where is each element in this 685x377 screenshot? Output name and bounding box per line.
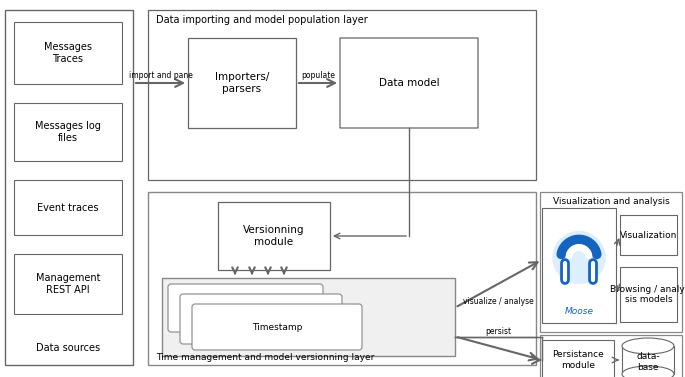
Bar: [188, 38, 296, 128]
Text: Timestamp: Timestamp: [252, 322, 302, 331]
Bar: [542, 340, 614, 377]
Text: Importers/
parsers: Importers/ parsers: [215, 72, 269, 94]
Bar: [14, 254, 122, 314]
Ellipse shape: [622, 366, 674, 377]
Text: Browsing / analy-
sis models: Browsing / analy- sis models: [610, 285, 685, 304]
FancyBboxPatch shape: [168, 284, 323, 332]
Circle shape: [553, 231, 605, 284]
Text: Versionning
module: Versionning module: [243, 225, 305, 247]
Text: Timestamp: Timestamp: [236, 314, 286, 323]
Bar: [148, 192, 536, 365]
Text: Visualization: Visualization: [620, 230, 677, 239]
FancyBboxPatch shape: [340, 38, 478, 128]
Text: Event traces: Event traces: [37, 203, 99, 213]
Text: Messages log
files: Messages log files: [35, 121, 101, 143]
Text: Data model: Data model: [379, 78, 439, 88]
Text: data-
base: data- base: [636, 352, 660, 372]
Ellipse shape: [622, 338, 674, 354]
Text: Data sources: Data sources: [36, 343, 100, 353]
Text: Data importing and model population layer: Data importing and model population laye…: [156, 15, 368, 25]
Bar: [5, 10, 133, 365]
FancyBboxPatch shape: [192, 304, 362, 350]
Text: import and pane: import and pane: [129, 72, 192, 81]
Text: Management
REST API: Management REST API: [36, 273, 100, 295]
Bar: [14, 180, 122, 235]
FancyBboxPatch shape: [180, 294, 342, 344]
Bar: [622, 346, 674, 374]
Bar: [218, 202, 330, 270]
Bar: [540, 335, 682, 377]
Text: populate: populate: [301, 72, 335, 81]
Text: Visualization and analysis: Visualization and analysis: [553, 196, 669, 205]
Text: Persistance
module: Persistance module: [552, 350, 604, 370]
Bar: [620, 267, 677, 322]
Bar: [14, 103, 122, 161]
Bar: [620, 215, 677, 255]
Bar: [148, 10, 536, 180]
Text: Timestamp: Timestamp: [221, 303, 271, 313]
Text: Moose: Moose: [564, 307, 593, 316]
Bar: [162, 278, 455, 356]
Text: visualize / analyse: visualize / analyse: [463, 297, 534, 306]
Bar: [540, 192, 682, 332]
Text: persist: persist: [486, 327, 512, 336]
Bar: [14, 22, 122, 84]
Text: Time management and model versionning layer: Time management and model versionning la…: [156, 352, 375, 362]
Text: Messages
Traces: Messages Traces: [44, 42, 92, 64]
Bar: [542, 208, 616, 323]
